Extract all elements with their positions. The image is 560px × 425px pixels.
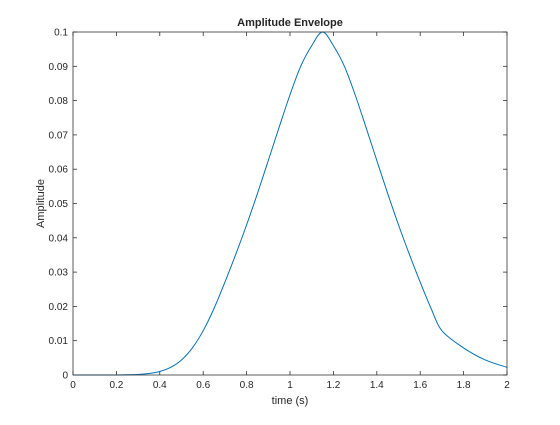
x-tick-label: 1.6 xyxy=(413,380,427,391)
y-tick-label: 0.02 xyxy=(49,302,69,313)
x-tick-label: 1.4 xyxy=(370,380,384,391)
x-tick-label: 1.2 xyxy=(326,380,340,391)
y-tick-label: 0.07 xyxy=(49,130,69,141)
y-tick-label: 0.06 xyxy=(49,165,69,176)
x-tick-label: 0.6 xyxy=(196,380,210,391)
x-tick-label: 0.2 xyxy=(109,380,123,391)
y-tick-label: 0 xyxy=(62,371,68,382)
chart-title: Amplitude Envelope xyxy=(237,17,343,29)
y-tick-label: 0.08 xyxy=(49,96,69,107)
x-tick-label: 0.8 xyxy=(240,380,254,391)
x-tick-label: 0 xyxy=(70,380,76,391)
y-tick-label: 0.05 xyxy=(49,199,69,210)
x-tick-label: 2 xyxy=(504,380,510,391)
y-tick-label: 0.04 xyxy=(49,233,69,244)
x-tick-label: 1.8 xyxy=(457,380,471,391)
y-axis-label: Amplitude xyxy=(35,179,47,228)
y-tick-label: 0.03 xyxy=(49,268,69,279)
x-axis-label: time (s) xyxy=(272,395,309,407)
x-tick-label: 1 xyxy=(287,380,293,391)
y-tick-label: 0.1 xyxy=(54,28,68,39)
x-tick-label: 0.4 xyxy=(153,380,167,391)
plot-area-background xyxy=(73,32,507,375)
y-tick-label: 0.09 xyxy=(49,62,69,73)
y-tick-label: 0.01 xyxy=(49,336,69,347)
